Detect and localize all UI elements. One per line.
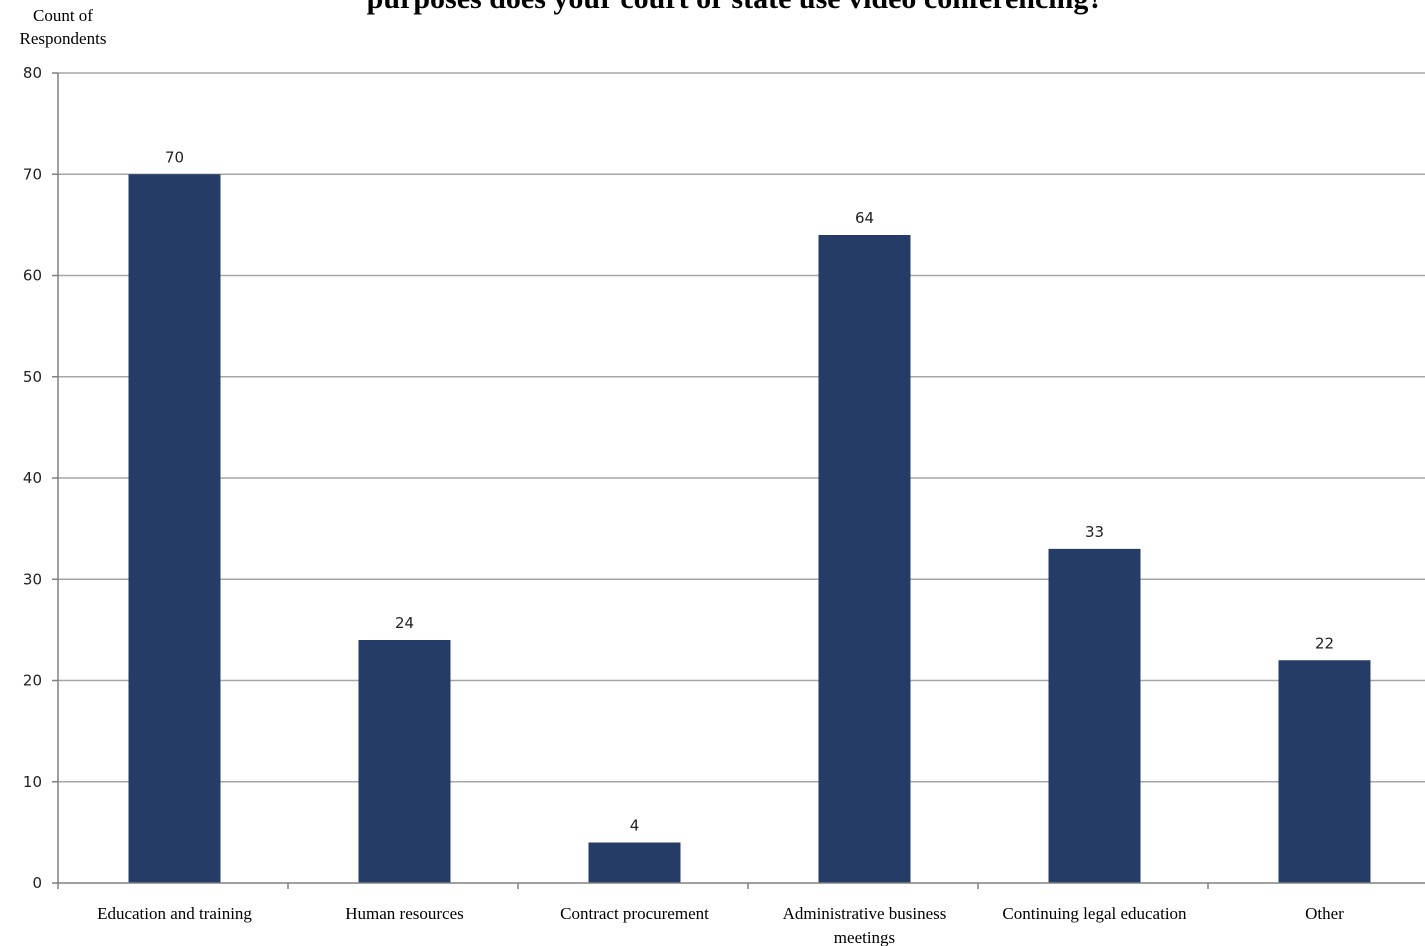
x-category-label-line: Human resources: [345, 904, 464, 923]
chart-title: purposes does your court or state use vi…: [367, 0, 1104, 15]
y-axis-label-line: Count of: [33, 6, 93, 25]
bar: [1278, 660, 1371, 883]
data-label: 64: [855, 209, 874, 227]
bars: [128, 174, 1371, 883]
data-label: 33: [1085, 523, 1104, 541]
x-category-label-line: Other: [1305, 904, 1344, 923]
y-tick-label: 40: [23, 469, 42, 487]
x-category-label: Other: [1305, 904, 1344, 923]
y-tick-label: 60: [23, 267, 42, 285]
x-category-label-line: Continuing legal education: [1002, 904, 1187, 923]
x-category-label: Education and training: [97, 904, 252, 923]
bar: [358, 640, 451, 883]
gridlines: [52, 72, 1425, 884]
data-label: 24: [395, 614, 414, 632]
x-category-label: Contract procurement: [560, 904, 709, 923]
y-axis-label: Count of Respondents: [20, 6, 107, 48]
bar: [128, 174, 221, 883]
x-category-label-line: Administrative business: [783, 904, 947, 923]
y-tick-label: 50: [23, 368, 42, 386]
bar: [588, 842, 681, 883]
y-axis-ticks: 0 10 20 30 40 50 60 70 80: [23, 64, 42, 892]
data-label: 22: [1315, 634, 1334, 652]
bar: [1048, 548, 1141, 883]
y-tick-label: 80: [23, 64, 42, 82]
y-tick-label: 30: [23, 570, 42, 588]
y-tick-label: 70: [23, 165, 42, 183]
x-category-label: Continuing legal education: [1002, 904, 1187, 923]
x-category-label: Administrative business meetings: [783, 904, 947, 946]
bar: [818, 235, 911, 883]
y-tick-label: 10: [23, 773, 42, 791]
data-label: 70: [165, 148, 184, 166]
y-tick-label: 20: [23, 672, 42, 690]
x-category-label-line: Education and training: [97, 904, 252, 923]
x-category-label-line: Contract procurement: [560, 904, 709, 923]
data-label: 4: [630, 817, 640, 835]
x-category-label-line: meetings: [834, 928, 895, 946]
axes: [57, 73, 1425, 889]
y-tick-label: 0: [32, 874, 42, 892]
data-labels: 70 24 4 64 33 22: [165, 148, 1334, 834]
y-axis-label-line: Respondents: [20, 29, 107, 48]
x-category-label: Human resources: [345, 904, 464, 923]
x-axis-categories: Education and training Human resources Con…: [97, 904, 1344, 946]
